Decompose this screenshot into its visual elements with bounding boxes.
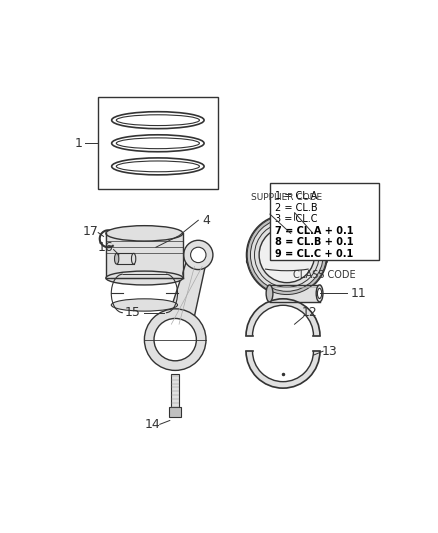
Ellipse shape [112,158,204,175]
Ellipse shape [106,271,183,285]
Ellipse shape [131,253,136,264]
Bar [169,407,181,417]
Bar [98,97,218,189]
Ellipse shape [251,219,323,292]
Ellipse shape [117,138,199,149]
Ellipse shape [145,309,206,370]
Bar [310,241,316,244]
Text: 4: 4 [202,214,210,227]
Text: 8 = CL.B + 0.1: 8 = CL.B + 0.1 [275,237,353,247]
Text: 17: 17 [82,225,99,238]
Text: 11: 11 [351,287,367,300]
Ellipse shape [117,161,199,172]
Ellipse shape [247,215,326,295]
Text: 13: 13 [321,345,337,358]
Text: 9 = CL.C + 0.1: 9 = CL.C + 0.1 [275,249,353,259]
Text: 3 = CL.C: 3 = CL.C [275,214,317,224]
Ellipse shape [117,115,199,126]
Polygon shape [117,253,134,264]
Text: CLASS CODE: CLASS CODE [293,270,356,279]
Bar [171,374,179,409]
Ellipse shape [112,135,204,152]
Text: 14: 14 [144,418,160,431]
Ellipse shape [114,253,119,264]
Bar [310,230,316,233]
Polygon shape [246,299,320,336]
Ellipse shape [316,285,323,302]
Ellipse shape [247,249,327,273]
Ellipse shape [111,299,177,311]
Ellipse shape [191,247,206,263]
Ellipse shape [259,227,314,282]
Bar [310,236,316,239]
Ellipse shape [184,240,213,270]
Ellipse shape [254,223,319,287]
Text: 1: 1 [75,137,83,150]
Text: 7 = CL.A + 0.1: 7 = CL.A + 0.1 [275,225,353,236]
Text: SUPPLIER CODE: SUPPLIER CODE [251,192,322,201]
Text: 15: 15 [125,306,141,319]
Polygon shape [106,233,183,278]
Polygon shape [246,351,320,388]
Polygon shape [269,285,320,302]
Ellipse shape [112,112,204,128]
Ellipse shape [106,225,183,241]
Text: 2 = CL.B: 2 = CL.B [275,203,317,213]
Text: 12: 12 [302,306,318,319]
Polygon shape [162,253,207,343]
Ellipse shape [247,214,327,295]
Ellipse shape [318,288,321,298]
Bar [270,183,379,260]
Ellipse shape [154,318,196,361]
Ellipse shape [266,285,273,302]
Text: 16: 16 [98,241,114,254]
Text: 1 = CL.A: 1 = CL.A [275,191,317,201]
